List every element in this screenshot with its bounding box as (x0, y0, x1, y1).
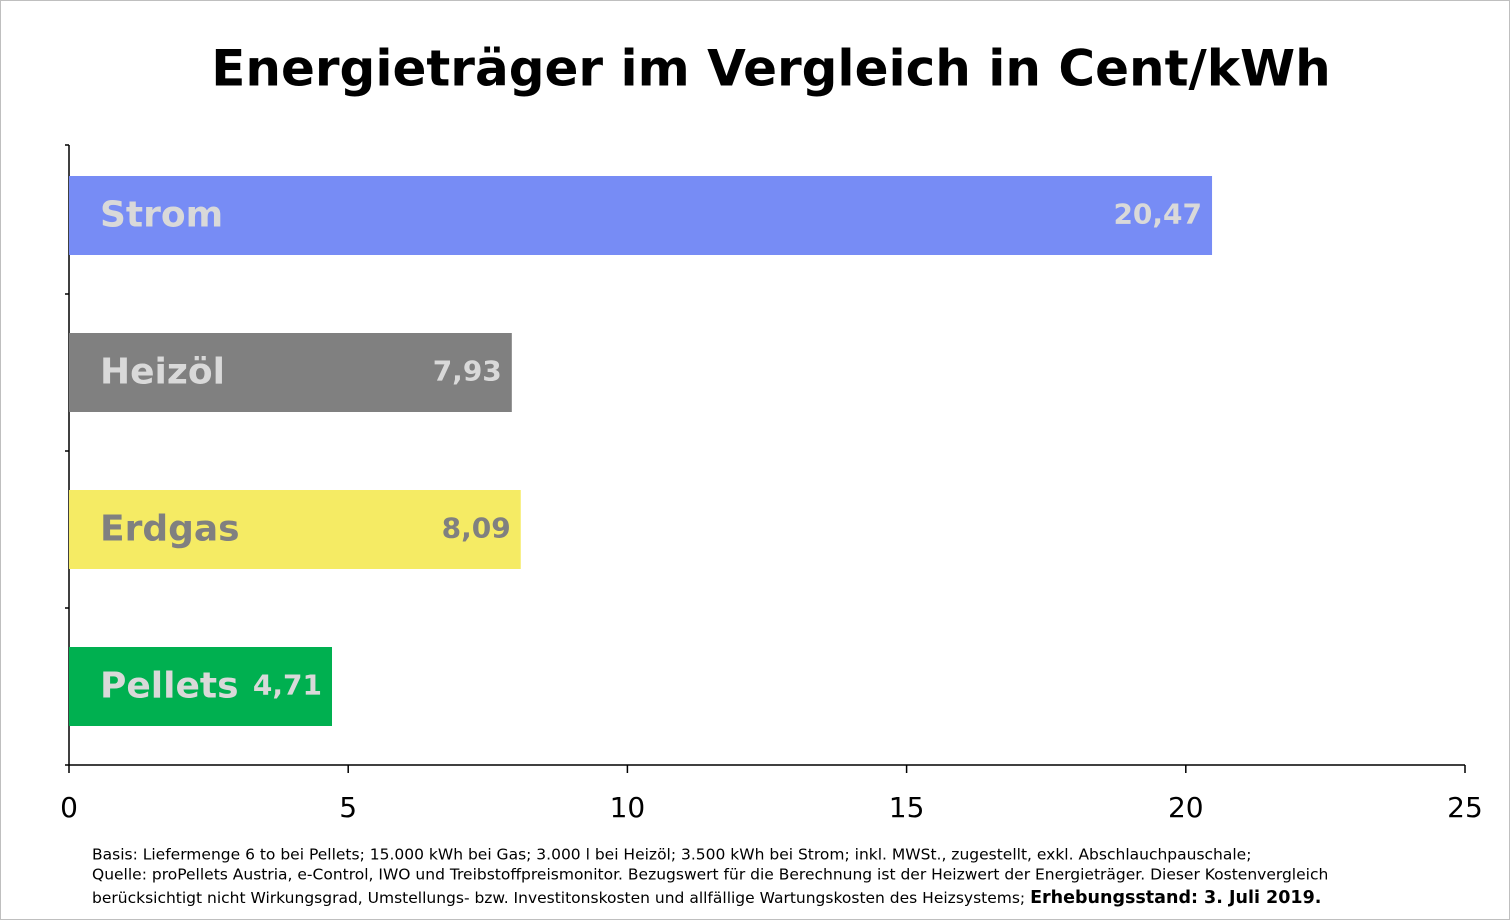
value-label: 8,09 (442, 512, 511, 545)
bar (69, 176, 1213, 255)
x-tick-label: 10 (610, 791, 646, 824)
bar (69, 333, 512, 412)
category-label: Pellets (100, 666, 239, 707)
bar (69, 490, 521, 569)
x-tick-label: 15 (889, 791, 925, 824)
category-label: Heizöl (100, 352, 225, 393)
value-label: 20,47 (1113, 198, 1202, 231)
x-tick-label: 20 (1168, 791, 1204, 824)
note-text: berücksichtigt nicht Wirkungsgrad, Umste… (92, 889, 1025, 907)
category-label: Strom (100, 195, 223, 236)
note: Quelle: proPellets Austria, e-Control, I… (92, 866, 1328, 884)
bar (69, 647, 333, 726)
x-tick-label: 0 (60, 791, 78, 824)
chart-title: Energieträger im Vergleich in Cent/kWh (211, 40, 1331, 98)
note: berücksichtigt nicht Wirkungsgrad, Umste… (92, 888, 1321, 908)
note-emphasis: Erhebungsstand: 3. Juli 2019. (1030, 888, 1321, 908)
value-label: 7,93 (433, 355, 502, 388)
note: Basis: Liefermenge 6 to bei Pellets; 15.… (92, 846, 1251, 864)
category-label: Erdgas (100, 509, 240, 550)
value-label: 4,71 (253, 669, 322, 702)
x-tick-label: 5 (339, 791, 357, 824)
x-tick-label: 25 (1447, 791, 1483, 824)
